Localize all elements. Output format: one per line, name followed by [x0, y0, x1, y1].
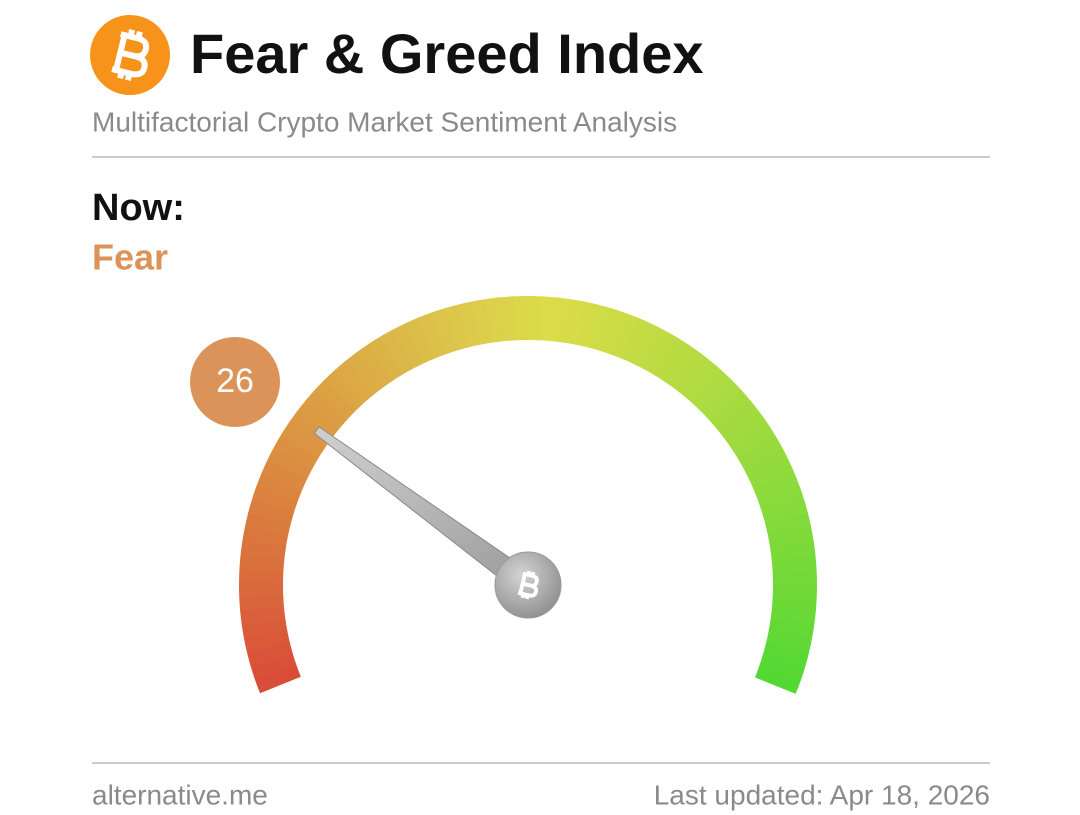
gauge-segment — [771, 554, 817, 572]
gauge-segment — [762, 499, 809, 525]
gauge-segment — [417, 312, 447, 359]
title: Fear & Greed Index — [190, 22, 704, 85]
source: alternative.me — [92, 779, 268, 810]
gauge-segment — [444, 304, 470, 351]
gauge-segment — [772, 582, 818, 598]
gauge-segment — [241, 618, 288, 640]
gauge-segment — [743, 447, 789, 480]
value-label: 26 — [216, 362, 254, 400]
gauge-segment — [682, 361, 722, 404]
gauge-segment — [261, 459, 308, 491]
gauge-segment — [598, 308, 626, 355]
gauge-segment — [242, 526, 289, 548]
gauge-segment — [731, 423, 776, 459]
gauge-segment — [314, 379, 356, 420]
gauge-segment — [759, 654, 806, 681]
gauge-segment — [765, 630, 812, 654]
gauge-segment — [673, 352, 712, 396]
gauge-segment — [737, 435, 783, 469]
gauge-segment — [772, 568, 817, 584]
gauge-segment — [239, 568, 284, 584]
now-label: Now: — [92, 187, 185, 229]
gauge-segment — [248, 498, 295, 525]
gauge-segment — [345, 351, 384, 396]
gauge-segment — [239, 582, 284, 598]
gauge-segment — [324, 369, 365, 412]
gauge-segment — [563, 299, 585, 345]
gauge-segment — [753, 473, 800, 502]
gauge-segment — [610, 312, 639, 359]
gauge-segment — [770, 540, 816, 560]
gauge-segment — [334, 360, 374, 403]
gauge-segment — [368, 336, 404, 381]
gauge-segment — [246, 642, 293, 667]
gauge-segment — [239, 554, 285, 572]
gauge-segment — [513, 296, 529, 341]
gauge-segment — [296, 400, 340, 439]
gauge-segment — [392, 323, 425, 369]
gauge-segment — [380, 329, 414, 375]
gauge-segment — [251, 485, 298, 513]
gauge-segment — [239, 594, 285, 612]
last-updated: Last updated: Apr 18, 2026 — [654, 779, 990, 810]
gauge-segment — [700, 379, 742, 421]
gauge-segment — [404, 317, 436, 364]
gauge-segment — [551, 297, 571, 343]
gauge-segment — [356, 343, 393, 388]
gauge-segment — [243, 630, 290, 653]
gauge-segment — [485, 297, 505, 343]
gauge-segment — [539, 296, 557, 342]
gauge-segment — [575, 301, 599, 348]
gauge-segment — [768, 619, 815, 640]
gauge-segment — [754, 665, 801, 694]
gauge-segment — [256, 472, 303, 502]
hub-glyph — [517, 570, 539, 600]
gauge-segment — [280, 422, 326, 459]
gauge-segment — [499, 296, 517, 342]
gauge-segment — [748, 460, 795, 491]
gauge-segment — [431, 308, 458, 355]
gauge-segment — [758, 486, 805, 514]
gauge-segment — [244, 512, 291, 536]
gauge-segment — [771, 595, 817, 612]
gauge-segment — [632, 323, 665, 369]
gauge-segment — [765, 513, 812, 537]
gauge-segment — [254, 665, 301, 694]
bitcoin-logo — [90, 15, 170, 95]
classification: Fear — [92, 237, 168, 278]
hub-glyph-path — [517, 570, 539, 600]
gauge-segment — [663, 344, 701, 389]
gauge-segment — [653, 336, 689, 382]
gauge-segment — [762, 642, 809, 668]
logo-glyph — [111, 29, 150, 81]
gauge-segment — [716, 400, 760, 439]
gauge-segment — [708, 390, 752, 430]
value-bubble — [190, 337, 280, 427]
gauge-segment — [724, 411, 768, 449]
gauge-segment — [273, 434, 319, 469]
gauge-segment — [305, 389, 348, 429]
gauge: 26 — [190, 296, 818, 694]
gauge-segment — [240, 606, 286, 626]
gauge-segment — [458, 301, 481, 348]
gauge-segment — [267, 446, 313, 480]
gauge-segment — [240, 540, 286, 560]
gauge-segment — [643, 329, 677, 375]
gauge-segment — [528, 296, 543, 341]
subtitle: Multifactorial Crypto Market Sentiment A… — [92, 106, 677, 137]
gauge-segment — [587, 304, 613, 351]
gauge-segment — [250, 653, 297, 681]
gauge-segment — [621, 317, 652, 364]
gauge-segment — [691, 370, 733, 412]
